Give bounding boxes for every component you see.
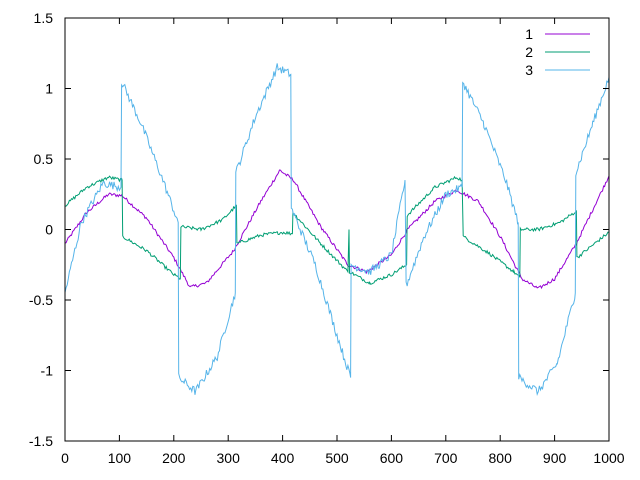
legend-label-2: 2 xyxy=(525,44,533,60)
series-line-2 xyxy=(65,175,610,285)
y-tick-label: -0.5 xyxy=(29,292,53,308)
x-tick-label: 900 xyxy=(543,450,567,466)
legend-label-3: 3 xyxy=(525,62,533,78)
x-tick-label: 1000 xyxy=(593,450,624,466)
x-tick-label: 100 xyxy=(108,450,132,466)
y-tick-label: 1 xyxy=(45,81,53,97)
legend: 1 2 3 xyxy=(525,26,590,78)
tick-layer: 0 100 200 300 400 500 600 700 800 900 1000 -1.5 -1 -0… xyxy=(29,10,625,466)
x-tick-label: 400 xyxy=(271,450,295,466)
y-tick-label: -1 xyxy=(41,363,54,379)
x-tick-label: 200 xyxy=(162,450,186,466)
series-line-1 xyxy=(64,169,610,290)
x-tick-label: 300 xyxy=(217,450,241,466)
y-tick-label: -1.5 xyxy=(29,433,53,449)
series-line-3 xyxy=(64,63,610,396)
x-tick-label: 600 xyxy=(380,450,404,466)
y-tick-label: 0 xyxy=(45,222,53,238)
legend-label-1: 1 xyxy=(525,26,533,42)
series-layer xyxy=(64,63,610,396)
y-tick-label: 0.5 xyxy=(34,151,54,167)
y-tick-label: 1.5 xyxy=(34,10,54,26)
x-tick-label: 0 xyxy=(61,450,69,466)
x-tick-label: 800 xyxy=(489,450,513,466)
x-tick-label: 500 xyxy=(325,450,349,466)
x-tick-label: 700 xyxy=(434,450,458,466)
